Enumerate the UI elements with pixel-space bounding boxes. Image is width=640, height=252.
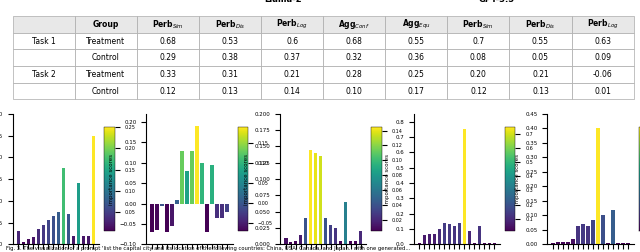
Y-axis label: importance scores: importance scores [515, 154, 520, 205]
Y-axis label: importance scores: importance scores [109, 154, 115, 205]
Bar [220, 204, 224, 218]
Bar [190, 150, 194, 204]
Bar [422, 235, 426, 244]
Bar [82, 236, 85, 244]
Bar [67, 214, 70, 244]
Y-axis label: importance scores: importance scores [385, 154, 390, 205]
Bar [329, 225, 332, 244]
Bar [289, 242, 292, 244]
Bar [170, 204, 174, 226]
Y-axis label: importance scores: importance scores [244, 154, 249, 205]
Text: Fig. 3. The visualization of a prompt 'list the capital city and its location of: Fig. 3. The visualization of a prompt 'l… [6, 246, 411, 251]
Bar [572, 239, 575, 244]
Bar [458, 223, 461, 244]
Bar [284, 238, 287, 244]
Bar [72, 236, 75, 244]
Bar [17, 231, 20, 244]
Bar [77, 183, 80, 244]
Bar [586, 226, 589, 244]
Bar [428, 234, 431, 244]
Bar [349, 241, 353, 244]
Bar [551, 243, 555, 244]
Bar [180, 150, 184, 204]
Bar [433, 234, 436, 244]
Bar [334, 228, 337, 244]
Bar [200, 163, 204, 204]
Bar [36, 229, 40, 244]
Bar [621, 243, 625, 244]
Bar [488, 243, 491, 244]
Bar [299, 235, 303, 244]
Bar [596, 128, 600, 244]
Bar [472, 243, 476, 244]
Bar [344, 202, 348, 244]
Bar [314, 153, 317, 244]
Bar [27, 239, 30, 244]
Bar [477, 226, 481, 244]
Bar [324, 218, 328, 244]
Bar [483, 243, 486, 244]
Bar [309, 150, 312, 244]
Bar [339, 241, 342, 244]
Bar [294, 241, 298, 244]
Bar [150, 204, 154, 232]
Bar [156, 204, 159, 230]
Bar [22, 242, 25, 244]
Bar [463, 129, 466, 244]
Bar [447, 225, 451, 244]
Bar [438, 229, 441, 244]
Bar [581, 224, 585, 244]
Bar [61, 168, 65, 244]
Bar [354, 241, 357, 244]
Bar [443, 223, 446, 244]
Bar [205, 204, 209, 232]
Bar [86, 236, 90, 244]
Bar [601, 215, 605, 244]
Bar [611, 210, 614, 244]
Bar [165, 204, 169, 232]
Bar [561, 241, 564, 244]
Bar [215, 204, 219, 218]
Bar [452, 226, 456, 244]
Bar [591, 220, 595, 244]
Bar [418, 243, 421, 244]
Bar [616, 243, 620, 244]
Bar [92, 136, 95, 244]
Bar [225, 204, 228, 212]
Bar [556, 241, 560, 244]
Bar [175, 200, 179, 204]
Bar [211, 165, 214, 204]
Bar [468, 231, 471, 244]
Text: GPT-3.5: GPT-3.5 [479, 0, 515, 4]
Bar [57, 212, 60, 244]
Bar [626, 243, 630, 244]
Text: Llama-2: Llama-2 [264, 0, 301, 4]
Bar [52, 216, 55, 244]
Bar [493, 243, 496, 244]
Bar [359, 231, 362, 244]
Bar [186, 171, 189, 204]
Bar [319, 156, 323, 244]
Bar [42, 225, 45, 244]
Bar [161, 204, 164, 206]
Bar [195, 126, 199, 204]
Bar [566, 241, 570, 244]
Bar [304, 218, 307, 244]
Bar [32, 237, 35, 244]
Bar [47, 220, 50, 244]
Bar [576, 226, 580, 244]
Bar [606, 243, 610, 244]
